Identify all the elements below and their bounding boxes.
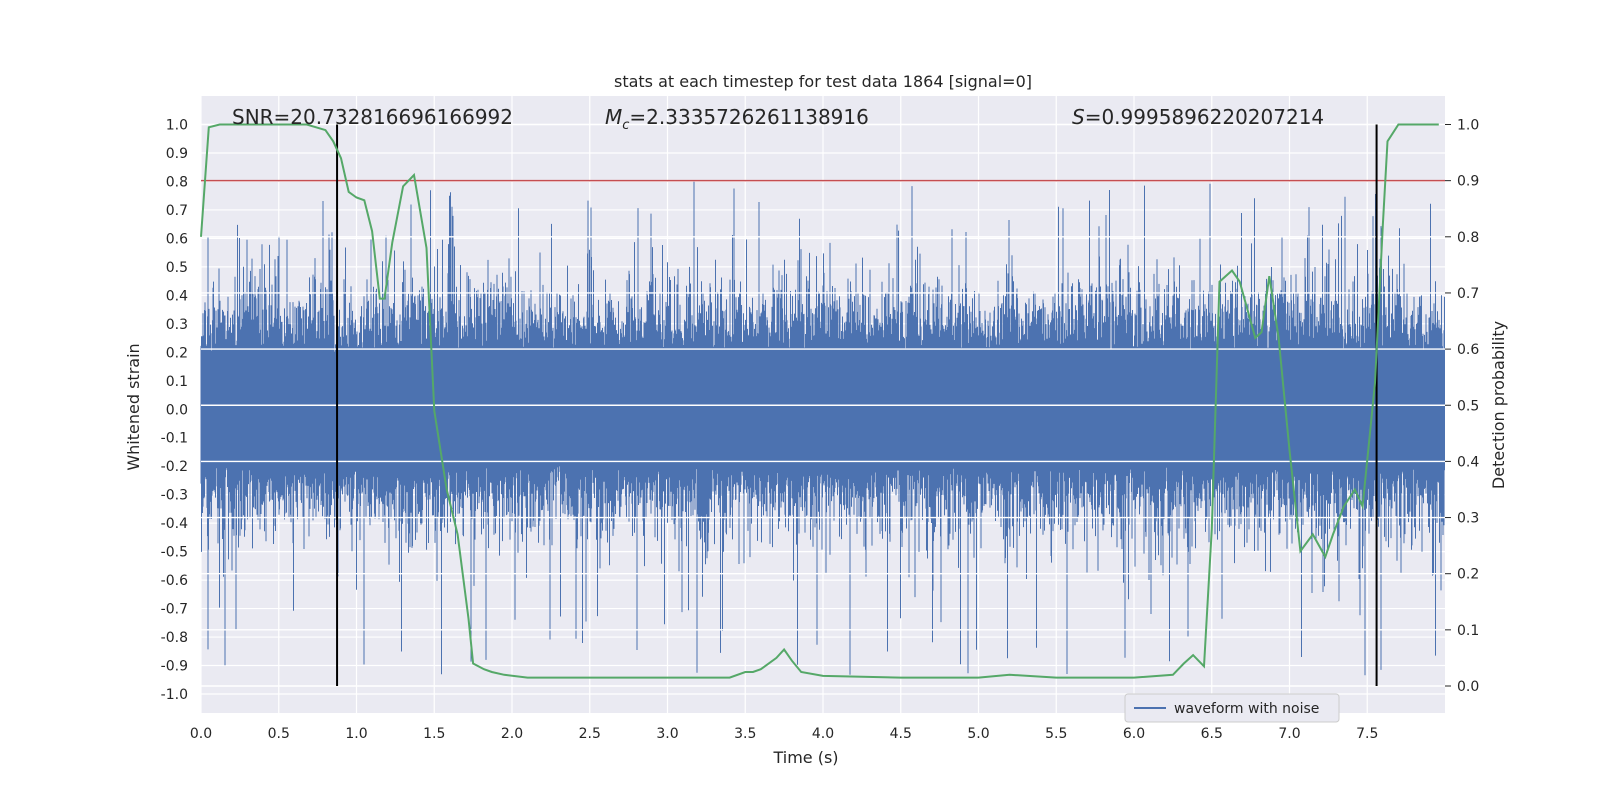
y-tick-label: -0.4 bbox=[161, 516, 188, 532]
legend: waveform with noise bbox=[1124, 693, 1340, 723]
y2-tick-label: 0.0 bbox=[1457, 679, 1479, 695]
x-tick-label: 6.5 bbox=[1201, 726, 1223, 742]
y-tick-label: 0.4 bbox=[166, 288, 188, 304]
y2-tick-label: 0.3 bbox=[1457, 511, 1479, 527]
y-tick-label: -0.7 bbox=[161, 602, 188, 618]
y-tick-label: -0.5 bbox=[161, 545, 188, 561]
y2-tick-label: 0.2 bbox=[1457, 567, 1479, 583]
score-value: =0.9995896220207214 bbox=[1085, 105, 1324, 129]
x-tick-label: 2.0 bbox=[501, 726, 523, 742]
y-tick-label: 0.2 bbox=[166, 345, 188, 361]
y-tick-label: 0.5 bbox=[166, 260, 188, 276]
y-tick-label: 1.0 bbox=[166, 118, 188, 134]
y2-tick-label: 0.7 bbox=[1457, 286, 1479, 302]
y2-tick-label: 0.9 bbox=[1457, 174, 1479, 190]
x-tick-label: 2.5 bbox=[579, 726, 601, 742]
score-symbol: S bbox=[1072, 105, 1085, 129]
x-tick-label: 5.0 bbox=[967, 726, 989, 742]
chart-title: stats at each timestep for test data 186… bbox=[614, 72, 1032, 91]
x-tick-label: 4.0 bbox=[812, 726, 834, 742]
y2-tick-label: 0.5 bbox=[1457, 398, 1479, 414]
y-tick-label: -1.0 bbox=[161, 687, 188, 703]
y-tick-label: 0.8 bbox=[166, 174, 188, 190]
vertical-markers bbox=[336, 124, 1378, 686]
score-annotation: S=0.9995896220207214 bbox=[1072, 105, 1324, 129]
y-tick-label: 0.3 bbox=[166, 317, 188, 333]
y-tick-label: -0.9 bbox=[161, 659, 188, 675]
y-axis-label: Whitened strain bbox=[124, 343, 143, 470]
x-axis-label: Time (s) bbox=[772, 748, 838, 767]
x-tick-label: 6.0 bbox=[1123, 726, 1145, 742]
y2-tick-label: 0.8 bbox=[1457, 230, 1479, 246]
x-tick-label: 7.0 bbox=[1278, 726, 1300, 742]
y-tick-label: -0.6 bbox=[161, 573, 188, 589]
y2-tick-label: 0.1 bbox=[1457, 623, 1479, 639]
x-tick-label: 4.5 bbox=[890, 726, 912, 742]
x-tick-label: 3.5 bbox=[734, 726, 756, 742]
x-tick-label: 1.5 bbox=[423, 726, 445, 742]
x-tick-label: 1.0 bbox=[345, 726, 367, 742]
y-tick-label: -0.2 bbox=[161, 459, 188, 475]
legend-box bbox=[1124, 693, 1340, 723]
snr-annotation: SNR=20.732816696166992 bbox=[232, 105, 513, 129]
x-tick-label: 0.5 bbox=[268, 726, 290, 742]
y-tick-label: 0.7 bbox=[166, 203, 188, 219]
detection-probability-line bbox=[200, 123, 1439, 679]
y2-tick-label: 0.6 bbox=[1457, 342, 1479, 358]
y-tick-label: -0.3 bbox=[161, 488, 188, 504]
x-tick-label: 7.5 bbox=[1356, 726, 1378, 742]
y-tick-label: 0.1 bbox=[166, 374, 188, 390]
y-tick-label: 0.6 bbox=[166, 231, 188, 247]
y-tick-label: 0.9 bbox=[166, 146, 188, 162]
y2-axis-ticks: 1.0 0.9 0.8 0.7 0.6 0.5 0.4 0.3 0.2 0.1 0.0 bbox=[1445, 118, 1479, 695]
chirp-mass-value: =2.3335726261138916 bbox=[629, 105, 868, 129]
y2-tick-label: 0.4 bbox=[1457, 454, 1479, 470]
x-tick-label: 3.0 bbox=[656, 726, 678, 742]
y2-axis-label: Detection probability bbox=[1489, 321, 1508, 489]
x-tick-label: 0.0 bbox=[190, 726, 212, 742]
y-tick-label: 0.0 bbox=[166, 402, 188, 418]
legend-label: waveform with noise bbox=[1174, 701, 1319, 717]
y-tick-label: -0.8 bbox=[161, 630, 188, 646]
y-axis-ticks: 1.0 0.9 0.8 0.7 0.6 0.5 0.4 0.3 0.2 0.1 0.0 -0.1 -0.… bbox=[161, 118, 188, 704]
chirp-mass-symbol: M bbox=[605, 105, 622, 129]
y-tick-label: -0.1 bbox=[161, 431, 188, 447]
chirp-mass-subscript: c bbox=[622, 118, 629, 133]
x-axis-ticks: 0.0 0.5 1.0 1.5 2.0 2.5 3.0 3.5 4.0 4.5 5.0 5.5 6.0 6… bbox=[190, 726, 1379, 742]
waveform-with-noise bbox=[200, 181, 1445, 676]
y2-tick-label: 1.0 bbox=[1457, 118, 1479, 134]
chirp-mass-annotation: Mc=2.3335726261138916 bbox=[605, 105, 869, 133]
x-tick-label: 5.5 bbox=[1045, 726, 1067, 742]
